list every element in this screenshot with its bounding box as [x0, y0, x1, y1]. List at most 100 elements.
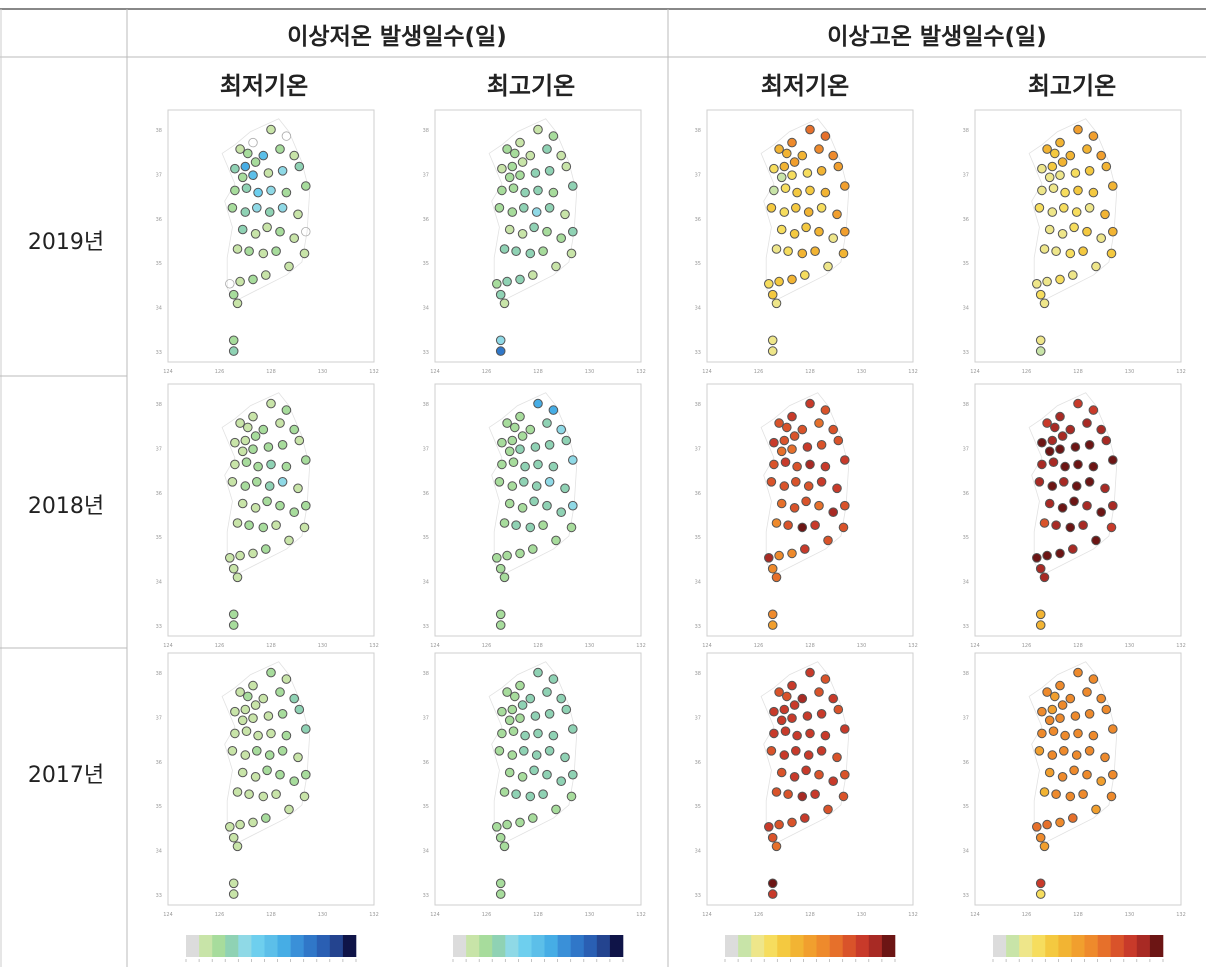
- station-point: [1068, 544, 1078, 554]
- station-point: [495, 832, 506, 843]
- station-point: [1055, 444, 1065, 455]
- station-point: [1042, 550, 1052, 561]
- station-point: [275, 500, 285, 511]
- map-panel-8: 124 126 128 130 132 33 34 35 36 37 38: [963, 383, 1186, 649]
- station-point: [556, 507, 567, 518]
- station-point: [507, 161, 518, 172]
- x-tick-label: 126: [215, 369, 225, 375]
- station-point: [515, 411, 525, 422]
- station-point: [1042, 687, 1052, 697]
- colorbar-swatch: [342, 935, 357, 957]
- station-point: [515, 444, 525, 455]
- station-point: [797, 693, 808, 704]
- station-point: [235, 276, 245, 287]
- station-point: [235, 418, 245, 428]
- coastline: [488, 661, 578, 845]
- station-point: [533, 459, 543, 470]
- station-point: [495, 889, 506, 899]
- station-point: [1039, 572, 1050, 583]
- x-tick-label: 124: [163, 643, 173, 649]
- station-point: [816, 166, 827, 176]
- station-point: [519, 746, 529, 756]
- colorbar-swatch: [316, 935, 331, 957]
- y-tick-label: 36: [695, 760, 701, 766]
- colorbar-swatch: [855, 935, 870, 957]
- station-point: [791, 203, 801, 213]
- station-point: [814, 226, 824, 237]
- station-point: [1059, 746, 1069, 756]
- station-point: [814, 144, 824, 154]
- station-point: [801, 222, 811, 233]
- coastline: [221, 392, 311, 576]
- y-tick-label: 35: [156, 535, 162, 541]
- y-tick-label: 36: [156, 217, 162, 223]
- y-tick-label: 38: [423, 402, 429, 408]
- station-point: [769, 163, 779, 174]
- station-point: [1073, 185, 1083, 196]
- station-point: [499, 572, 510, 583]
- station-point: [1088, 461, 1099, 472]
- station-point: [560, 752, 570, 763]
- station-point: [840, 500, 850, 511]
- x-tick-label: 124: [163, 369, 173, 375]
- station-point: [248, 411, 258, 422]
- station-point: [495, 563, 506, 574]
- x-tick-label: 130: [318, 912, 328, 918]
- station-point: [294, 704, 305, 715]
- station-point: [227, 746, 238, 756]
- station-point: [237, 172, 248, 183]
- colorbar-swatch: [1058, 935, 1072, 957]
- station-point: [1088, 405, 1099, 415]
- x-tick-label: 124: [702, 369, 712, 375]
- station-point: [1070, 168, 1081, 178]
- y-tick-label: 33: [963, 624, 969, 630]
- station-point: [1082, 418, 1092, 428]
- station-point: [1069, 222, 1079, 233]
- y-tick-label: 35: [695, 804, 701, 810]
- station-point: [293, 483, 303, 494]
- station-point: [1065, 424, 1076, 435]
- y-tick-label: 33: [156, 350, 162, 356]
- y-tick-label: 36: [963, 217, 969, 223]
- station-point: [1108, 724, 1118, 734]
- station-point: [251, 203, 262, 213]
- station-point: [515, 274, 525, 285]
- station-point: [1047, 704, 1058, 715]
- x-tick-label: 130: [857, 912, 867, 918]
- station-point: [542, 500, 552, 511]
- station-point: [1106, 522, 1117, 533]
- station-point: [258, 791, 269, 802]
- colorbar-swatch: [466, 935, 480, 957]
- station-point: [542, 144, 552, 154]
- y-tick-label: 33: [156, 624, 162, 630]
- colorbar-swatch: [1149, 935, 1164, 957]
- colorbar-1: [185, 935, 357, 962]
- station-point: [1073, 459, 1083, 470]
- colorbar-legends: [185, 935, 1164, 962]
- station-point: [232, 518, 243, 528]
- station-point: [1082, 500, 1092, 511]
- colorbar-swatch: [1136, 935, 1151, 957]
- station-point: [251, 477, 262, 487]
- y-tick-label: 37: [423, 715, 429, 721]
- map-panel-border: [434, 109, 642, 363]
- coastline: [221, 118, 311, 302]
- station-point: [766, 477, 777, 487]
- station-point: [1037, 728, 1047, 739]
- station-point: [525, 693, 536, 704]
- station-point: [235, 687, 245, 697]
- station-point: [1082, 226, 1092, 237]
- station-point: [528, 544, 538, 554]
- station-point: [1042, 144, 1052, 154]
- y-tick-label: 35: [423, 535, 429, 541]
- station-point: [248, 137, 258, 148]
- station-point: [566, 248, 577, 259]
- station-point: [1108, 226, 1118, 237]
- y-tick-label: 35: [963, 804, 969, 810]
- station-point: [544, 477, 555, 487]
- y-tick-label: 37: [695, 715, 701, 721]
- station-point: [507, 481, 518, 491]
- station-point: [568, 455, 578, 465]
- station-point: [258, 522, 269, 533]
- station-point: [244, 520, 254, 531]
